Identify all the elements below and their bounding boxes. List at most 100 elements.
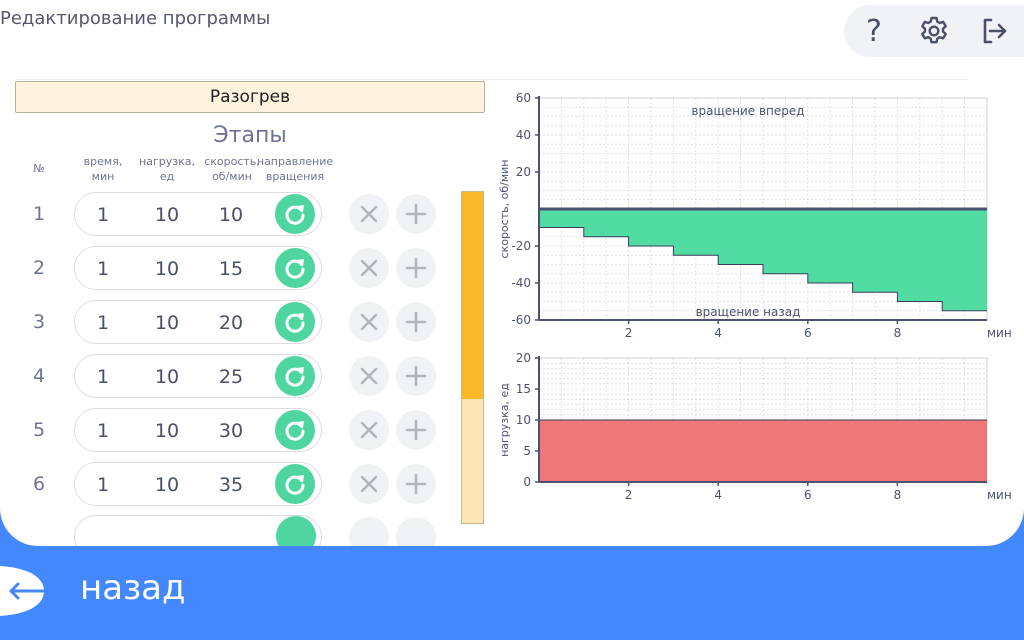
back-label[interactable]: назад — [80, 568, 186, 608]
plus-icon — [405, 419, 427, 441]
delete-stage-button[interactable] — [349, 248, 389, 288]
direction-button[interactable] — [275, 410, 315, 450]
back-button[interactable] — [0, 566, 48, 616]
settings-button[interactable] — [914, 11, 954, 51]
logout-button[interactable] — [974, 11, 1014, 51]
stage-number: 2 — [32, 257, 46, 279]
stage-time-value[interactable]: 1 — [96, 366, 110, 388]
stage-load-value[interactable]: 10 — [154, 204, 180, 226]
stage-pill: 1 10 15 — [74, 246, 322, 290]
add-stage-button[interactable] — [396, 248, 436, 288]
stage-speed-value[interactable]: 10 — [218, 204, 244, 226]
direction-button[interactable] — [275, 302, 315, 342]
rotate-icon — [285, 475, 305, 495]
x-tick-label: 4 — [714, 326, 722, 340]
stage-row: 6 1 10 35 — [0, 462, 460, 506]
stage-load-value[interactable]: 10 — [154, 420, 180, 442]
stage-row-partial — [0, 515, 460, 546]
x-tick-label: 2 — [625, 326, 633, 340]
direction-button[interactable] — [275, 248, 315, 288]
load-chart: 20 15 10 5 0 2 4 6 8 мин нагрузка, ед — [490, 348, 1024, 508]
direction-button[interactable] — [276, 516, 316, 546]
speed-chart: 60 40 20 -20 -40 -60 2 4 6 8 мин скорость, об/мин вр… — [490, 88, 1024, 343]
scrollbar-thumb[interactable] — [462, 192, 483, 399]
rotate-icon — [285, 259, 305, 279]
stage-speed-value[interactable]: 35 — [218, 474, 244, 496]
stage-row: 5 1 10 30 — [0, 408, 460, 452]
x-tick-label: 6 — [804, 488, 812, 502]
rotate-icon — [285, 313, 305, 333]
stage-load-value[interactable]: 10 — [154, 474, 180, 496]
plus-icon — [405, 203, 427, 225]
y-axis-label: нагрузка, ед — [498, 383, 511, 457]
stage-load-value[interactable]: 10 — [154, 312, 180, 334]
delete-stage-button[interactable] — [349, 517, 389, 546]
help-button[interactable]: ? — [854, 11, 894, 51]
stage-time-value[interactable]: 1 — [96, 420, 110, 442]
stage-speed-value[interactable]: 25 — [218, 366, 244, 388]
stage-time-value[interactable]: 1 — [96, 312, 110, 334]
series-line — [539, 227, 987, 312]
x-tick-label: 6 — [804, 326, 812, 340]
x-tick-label: 4 — [714, 488, 722, 502]
stage-number: 5 — [32, 419, 46, 441]
stage-speed-value[interactable]: 15 — [218, 258, 244, 280]
stage-row: 2 1 10 15 — [0, 246, 460, 290]
y-tick-label: 60 — [516, 91, 531, 105]
col-header-num: № — [33, 162, 45, 175]
back-arrow-icon — [0, 566, 45, 616]
stage-time-value[interactable]: 1 — [96, 258, 110, 280]
x-tick-label: 8 — [894, 326, 902, 340]
stages-scrollbar[interactable] — [461, 191, 484, 524]
col-header-load: нагрузка, ед — [139, 155, 195, 183]
close-icon — [360, 313, 378, 331]
y-tick-label: 0 — [523, 475, 531, 489]
stage-number: 3 — [32, 311, 46, 333]
main-card: Редактирование программы ? Разо — [0, 5, 1024, 546]
add-stage-button[interactable] — [396, 356, 436, 396]
plus-icon — [405, 257, 427, 279]
col-header-time: время, мин — [83, 155, 123, 183]
delete-stage-button[interactable] — [349, 410, 389, 450]
add-stage-button[interactable] — [396, 302, 436, 342]
add-stage-button[interactable] — [396, 464, 436, 504]
direction-button[interactable] — [275, 194, 315, 234]
stage-load-value[interactable]: 10 — [154, 366, 180, 388]
stage-speed-value[interactable]: 20 — [218, 312, 244, 334]
add-stage-button[interactable] — [396, 517, 436, 546]
page-title: Редактирование программы — [0, 8, 271, 29]
y-tick-label: 15 — [516, 382, 531, 396]
program-name-field[interactable]: Разогрев — [15, 81, 485, 113]
stage-speed-value[interactable]: 30 — [218, 420, 244, 442]
close-icon — [360, 205, 378, 223]
add-stage-button[interactable] — [396, 194, 436, 234]
stage-load-value[interactable]: 10 — [154, 258, 180, 280]
col-header-speed: скорость, об/мин — [204, 155, 260, 183]
direction-button[interactable] — [275, 356, 315, 396]
y-tick-label: -60 — [511, 313, 531, 327]
rotate-icon — [285, 421, 305, 441]
add-stage-button[interactable] — [396, 410, 436, 450]
speed-chart-svg: 60 40 20 -20 -40 -60 2 4 6 8 мин скорость, об/мин вр… — [498, 91, 1012, 340]
delete-stage-button[interactable] — [349, 356, 389, 396]
header-divider — [16, 79, 968, 80]
delete-stage-button[interactable] — [349, 464, 389, 504]
logout-icon — [983, 18, 1007, 44]
y-tick-label: -40 — [511, 276, 531, 290]
stage-number: 6 — [32, 473, 46, 495]
x-axis-label: мин — [987, 326, 1012, 340]
stage-number: 4 — [32, 365, 46, 387]
series-area — [539, 420, 987, 482]
y-tick-label: 5 — [523, 444, 531, 458]
stage-pill: 1 10 30 — [74, 408, 322, 452]
delete-stage-button[interactable] — [349, 194, 389, 234]
stage-pill: 1 10 10 — [74, 192, 322, 236]
close-icon — [360, 421, 378, 439]
stage-time-value[interactable]: 1 — [96, 204, 110, 226]
direction-button[interactable] — [275, 464, 315, 504]
plus-icon — [405, 473, 427, 495]
stage-time-value[interactable]: 1 — [96, 474, 110, 496]
y-tick-label: -20 — [511, 239, 531, 253]
x-tick-label: 2 — [625, 488, 633, 502]
delete-stage-button[interactable] — [349, 302, 389, 342]
